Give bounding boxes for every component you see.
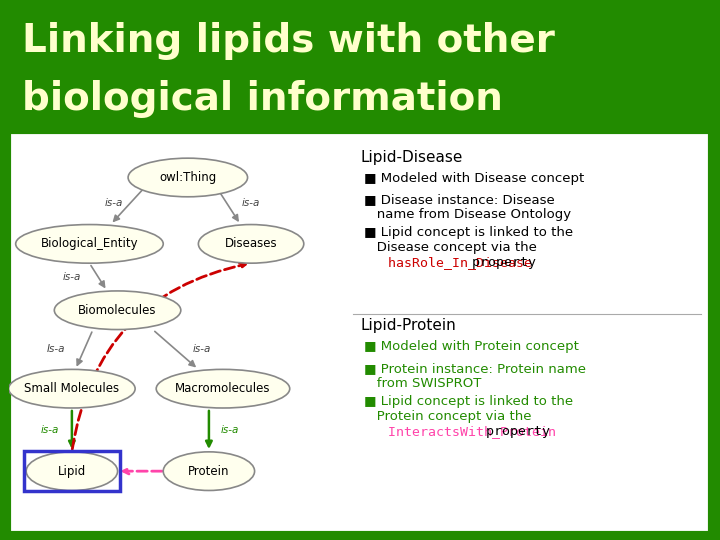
Text: Lipid-Protein: Lipid-Protein — [360, 318, 456, 333]
Text: Linking lipids with other: Linking lipids with other — [22, 22, 554, 59]
Text: owl:Thing: owl:Thing — [159, 171, 217, 184]
Ellipse shape — [199, 225, 304, 263]
Text: ■ Modeled with Disease concept: ■ Modeled with Disease concept — [364, 172, 584, 185]
Text: Macromolecules: Macromolecules — [175, 382, 271, 395]
Text: is-a: is-a — [242, 198, 260, 208]
Text: Protein: Protein — [188, 464, 230, 478]
Text: is-a: is-a — [105, 198, 123, 208]
Text: hasRole_In_Disease: hasRole_In_Disease — [364, 256, 531, 269]
Text: is-a: is-a — [221, 425, 239, 435]
Text: Biological_Entity: Biological_Entity — [40, 238, 138, 251]
Ellipse shape — [26, 452, 117, 490]
Ellipse shape — [128, 158, 248, 197]
Text: property: property — [464, 256, 536, 269]
Text: is-a: is-a — [63, 272, 81, 282]
Text: is-a: is-a — [193, 345, 211, 354]
Ellipse shape — [163, 452, 255, 490]
Ellipse shape — [156, 369, 289, 408]
Text: property: property — [478, 425, 550, 438]
Text: name from Disease Ontology: name from Disease Ontology — [364, 208, 571, 221]
Ellipse shape — [9, 369, 135, 408]
FancyBboxPatch shape — [9, 132, 710, 533]
Ellipse shape — [16, 225, 163, 263]
Text: from SWISPROT: from SWISPROT — [364, 376, 481, 389]
Text: Protein concept via the: Protein concept via the — [364, 410, 531, 423]
Text: Small Molecules: Small Molecules — [24, 382, 120, 395]
Text: biological information: biological information — [22, 80, 503, 118]
Text: Is-a: Is-a — [48, 345, 66, 354]
Text: Biomolecules: Biomolecules — [78, 303, 157, 317]
Text: ■ Lipid concept is linked to the: ■ Lipid concept is linked to the — [364, 395, 572, 408]
Text: Lipid: Lipid — [58, 464, 86, 478]
Text: Diseases: Diseases — [225, 238, 277, 251]
Text: ■ Disease instance: Disease: ■ Disease instance: Disease — [364, 193, 554, 206]
Text: ■ Modeled with Protein concept: ■ Modeled with Protein concept — [364, 340, 578, 353]
Text: Lipid-Disease: Lipid-Disease — [360, 150, 462, 165]
Text: is-a: is-a — [40, 425, 58, 435]
Text: Disease concept via the: Disease concept via the — [364, 241, 536, 254]
Ellipse shape — [54, 291, 181, 329]
Text: ■ Protein instance: Protein name: ■ Protein instance: Protein name — [364, 362, 585, 375]
Text: ■ Lipid concept is linked to the: ■ Lipid concept is linked to the — [364, 226, 572, 239]
Text: InteractsWith_Protein: InteractsWith_Protein — [364, 425, 556, 438]
